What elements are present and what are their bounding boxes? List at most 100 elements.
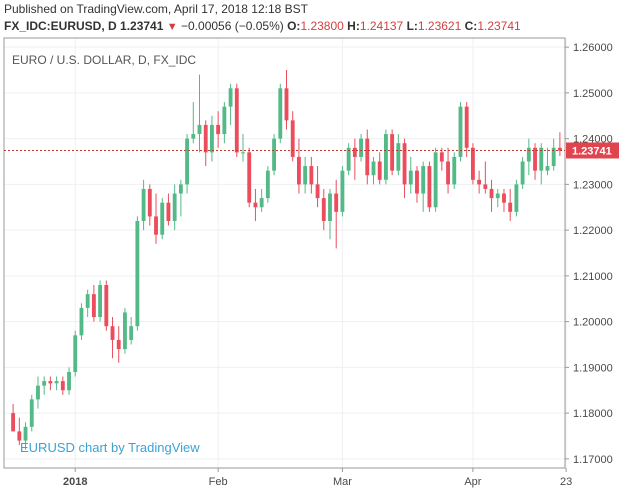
candle-body bbox=[477, 179, 482, 185]
candle-body bbox=[29, 399, 34, 427]
candle bbox=[383, 129, 388, 185]
candle bbox=[234, 83, 239, 157]
candle-body bbox=[91, 294, 96, 318]
candle bbox=[284, 70, 289, 130]
candle bbox=[98, 280, 103, 322]
ohlc-line: FX_IDC:EURUSD, D 1.23741 ▼ −0.00056 (−0.… bbox=[4, 18, 620, 36]
candle-body bbox=[290, 120, 295, 157]
candle bbox=[253, 188, 258, 221]
candle bbox=[210, 115, 214, 162]
candle-body bbox=[178, 184, 183, 194]
candle bbox=[67, 367, 71, 395]
candle-body bbox=[17, 431, 22, 441]
candle bbox=[185, 134, 190, 194]
candle bbox=[154, 193, 158, 244]
chart-pane[interactable] bbox=[3, 37, 566, 469]
candle bbox=[377, 152, 382, 185]
published-text: Published on TradingView.com, April 17, … bbox=[4, 2, 308, 16]
candle-body bbox=[141, 188, 146, 221]
candle bbox=[309, 156, 314, 194]
candle bbox=[321, 188, 326, 231]
candle-body bbox=[328, 193, 332, 221]
candle bbox=[11, 403, 16, 432]
candle-body bbox=[352, 147, 357, 157]
candle bbox=[123, 307, 127, 354]
candle bbox=[545, 147, 550, 176]
price-axis[interactable]: 1.260001.250001.240001.230001.220001.210… bbox=[565, 42, 613, 466]
candle bbox=[551, 138, 556, 171]
candle-body bbox=[371, 161, 376, 176]
candle bbox=[452, 152, 457, 189]
y-tick-label: 1.26000 bbox=[573, 42, 613, 54]
candle bbox=[427, 161, 432, 212]
candle bbox=[514, 179, 519, 217]
open-value: 1.23800 bbox=[300, 19, 344, 33]
candle-body bbox=[315, 184, 320, 199]
candle-body bbox=[433, 152, 438, 208]
x-tick-label: Mar bbox=[333, 476, 352, 488]
candle bbox=[446, 147, 450, 194]
candle bbox=[265, 166, 270, 203]
candle-body bbox=[60, 381, 65, 391]
candle bbox=[42, 376, 47, 395]
candle-body bbox=[551, 147, 556, 167]
candle bbox=[197, 74, 202, 153]
candle-body bbox=[321, 198, 326, 221]
last-price-tag-bg bbox=[566, 142, 619, 159]
candle-body bbox=[464, 106, 469, 148]
high-label: H: bbox=[347, 19, 360, 33]
candle bbox=[557, 132, 562, 157]
candle-body bbox=[247, 152, 252, 203]
y-tick-label: 1.19000 bbox=[573, 362, 613, 374]
candle-body bbox=[147, 188, 152, 217]
candle-body bbox=[203, 124, 208, 153]
symbol-label: FX_IDC:EURUSD, D bbox=[4, 19, 117, 33]
price-change: −0.00056 (−0.05%) bbox=[181, 19, 284, 33]
time-axis[interactable]: 2018 Feb Mar Apr 23 bbox=[63, 468, 572, 488]
candle bbox=[340, 166, 345, 217]
candle-body bbox=[539, 147, 544, 171]
y-tick-label: 1.23000 bbox=[573, 179, 613, 191]
candle bbox=[477, 170, 482, 194]
candle-body bbox=[278, 88, 283, 139]
candle-body bbox=[228, 88, 233, 107]
chart-header: Published on TradingView.com, April 17, … bbox=[4, 1, 620, 36]
candle-body bbox=[402, 143, 407, 185]
candle bbox=[79, 303, 84, 340]
candle-body bbox=[85, 294, 90, 308]
candle bbox=[147, 184, 152, 226]
candle-body bbox=[502, 193, 506, 203]
candle bbox=[110, 317, 115, 359]
candle-body bbox=[415, 170, 419, 194]
candle-body bbox=[470, 147, 475, 180]
candle-body bbox=[216, 124, 221, 135]
candle-body bbox=[390, 134, 395, 171]
candle-body bbox=[48, 381, 53, 384]
candle bbox=[315, 166, 320, 208]
candle-body bbox=[160, 202, 165, 235]
candle bbox=[104, 280, 109, 331]
candle-body bbox=[458, 106, 463, 157]
candle-body bbox=[166, 202, 171, 221]
candle bbox=[502, 188, 506, 212]
candle bbox=[533, 143, 537, 180]
candle-body bbox=[98, 285, 103, 318]
candle bbox=[222, 102, 227, 144]
candle bbox=[495, 188, 500, 208]
candle bbox=[539, 143, 544, 185]
pane-symbol-label: EURO / U.S. DOLLAR, D, FX_IDC bbox=[12, 53, 196, 67]
candle bbox=[241, 134, 245, 162]
x-tick-label: 2018 bbox=[63, 476, 87, 488]
candle-body bbox=[129, 326, 134, 340]
candle bbox=[60, 376, 65, 395]
candle-body bbox=[222, 106, 227, 135]
candle-body bbox=[284, 88, 289, 121]
published-line: Published on TradingView.com, April 17, … bbox=[4, 1, 620, 18]
candle bbox=[520, 156, 525, 189]
candle bbox=[203, 120, 208, 167]
low-label: L: bbox=[406, 19, 418, 33]
candle-body bbox=[446, 161, 450, 185]
candle-body bbox=[67, 371, 71, 391]
candle-body bbox=[154, 216, 158, 235]
